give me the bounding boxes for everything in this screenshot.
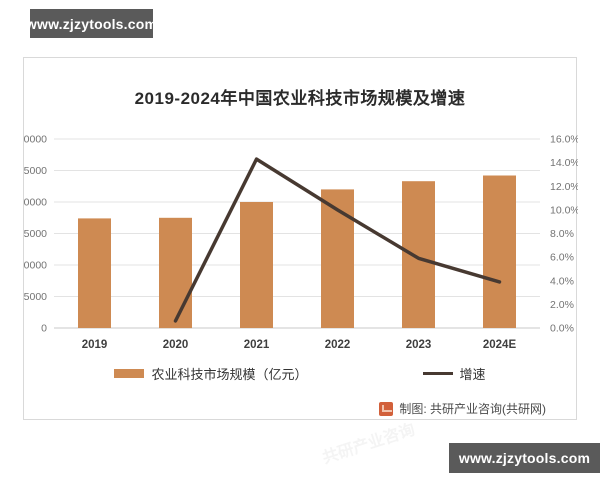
watermark: 共研产业咨询 [320, 421, 418, 468]
right-axis-tick: 6.0% [550, 252, 574, 264]
site-url-badge-top: www.zjzytools.com [26, 9, 157, 38]
x-axis-label: 2022 [325, 339, 351, 351]
bar [240, 202, 273, 328]
x-axis-label: 2023 [406, 339, 432, 351]
bar [159, 217, 192, 329]
left-axis-tick: 20000 [24, 197, 47, 209]
bar [321, 189, 354, 328]
left-axis-tick: 0 [41, 323, 47, 335]
site-url-badge-bottom: www.zjzytools.com [449, 443, 600, 473]
chart-legend: 农业科技市场规模（亿元） 增速 [24, 364, 576, 383]
right-axis-tick: 0.0% [550, 323, 574, 335]
right-axis-tick: 14.0% [550, 157, 578, 169]
left-axis-tick: 30000 [24, 134, 47, 146]
legend-label-market-size: 农业科技市场规模（亿元） [151, 367, 308, 382]
x-axis-label: 2021 [244, 339, 270, 351]
bar [402, 181, 435, 328]
right-axis-tick: 4.0% [550, 275, 574, 287]
right-axis-tick: 16.0% [550, 134, 578, 146]
chart-credit-text: 制图: 共研产业咨询(共研网) [399, 402, 546, 416]
chart-card: 2019-2024年中国农业科技市场规模及增速 0 5000 10000 15000 2… [23, 57, 578, 420]
left-axis-tick: 5000 [24, 291, 47, 303]
legend-item-growth: 增速 [422, 364, 486, 383]
right-axis-tick: 12.0% [550, 181, 578, 193]
gongyan-logo-icon [379, 401, 394, 416]
line-series-swatch [422, 372, 453, 375]
chart-canvas: 0 5000 10000 15000 20000 25000 30000 0.0% 2.0% 4.… [24, 134, 578, 352]
bar [78, 218, 111, 328]
chart-title: 2019-2024年中国农业科技市场规模及增速 [134, 89, 466, 108]
left-axis-tick: 25000 [24, 165, 47, 177]
left-axis-tick: 10000 [24, 260, 47, 272]
growth-line [173, 157, 502, 323]
x-axis-label: 2020 [163, 339, 189, 351]
right-axis-tick: 8.0% [550, 228, 574, 240]
bar-series-swatch [114, 369, 145, 378]
x-axis-label: 2019 [82, 339, 108, 351]
x-axis-label: 2024E [483, 339, 517, 351]
left-axis-tick: 15000 [24, 228, 47, 240]
bar [483, 175, 516, 328]
legend-item-market-size: 农业科技市场规模（亿元） [114, 364, 308, 383]
chart-footer: 制图: 共研产业咨询(共研网) [24, 400, 576, 417]
right-axis-tick: 2.0% [550, 299, 574, 311]
right-axis-tick: 10.0% [550, 204, 578, 216]
legend-label-growth: 增速 [459, 367, 486, 382]
